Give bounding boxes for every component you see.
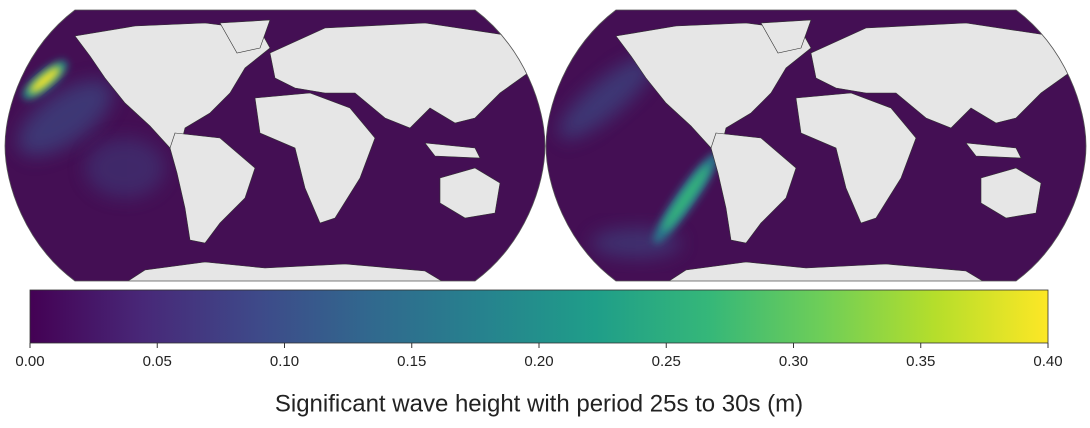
map-right: [545, 9, 1087, 282]
map-left: [4, 9, 546, 282]
tick-label: 0.40: [1033, 353, 1062, 370]
tick-label: 0.20: [524, 353, 553, 370]
tick-label: 0.30: [779, 353, 808, 370]
colorbar: [29, 289, 1049, 344]
colorbar-label: Significant wave height with period 25s …: [275, 390, 803, 417]
tick-label: 0.00: [15, 353, 44, 370]
tick-label: 0.10: [270, 353, 299, 370]
tick-label: 0.35: [906, 353, 935, 370]
tick-label: 0.25: [652, 353, 681, 370]
tick-label: 0.15: [397, 353, 426, 370]
tick-label: 0.05: [143, 353, 172, 370]
